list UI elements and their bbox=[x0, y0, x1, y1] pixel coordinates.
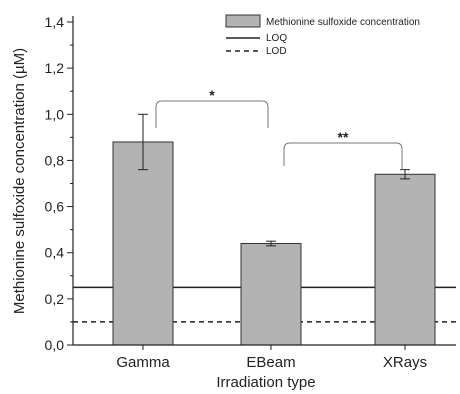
y-axis-title: Methionine sulfoxide concentration (µM) bbox=[11, 48, 28, 314]
significance-label-gamma-ebeam: * bbox=[209, 87, 215, 103]
significance-label-ebeam-xrays: ** bbox=[338, 129, 349, 145]
y-tick-label: 0,2 bbox=[45, 291, 65, 307]
y-tick-label: 0,8 bbox=[45, 152, 65, 168]
legend-swatch-series bbox=[225, 14, 261, 28]
y-tick-label: 1,4 bbox=[45, 14, 65, 30]
legend: Methionine sulfoxide concentration LOQ L… bbox=[225, 14, 420, 57]
y-tick-label: 0,4 bbox=[45, 245, 65, 261]
x-tick-label-xrays: XRays bbox=[383, 354, 427, 371]
legend-label-series: Methionine sulfoxide concentration bbox=[266, 17, 420, 28]
y-tick-label: 1,0 bbox=[45, 106, 65, 122]
legend-label-lod: LOD bbox=[266, 46, 287, 57]
y-tick-label: 0,0 bbox=[45, 337, 65, 353]
y-tick-label: 0,6 bbox=[45, 199, 65, 215]
bar-ebeam bbox=[240, 242, 302, 346]
x-axis-title: Irradiation type bbox=[216, 374, 315, 391]
x-tick-label-ebeam: EBeam bbox=[246, 354, 295, 371]
bar-gamma bbox=[112, 141, 174, 346]
bar-xrays bbox=[374, 173, 436, 346]
x-tick-label-gamma: Gamma bbox=[116, 354, 170, 371]
legend-label-loq: LOQ bbox=[266, 33, 287, 44]
significance-bracket-gamma-ebeam bbox=[155, 100, 269, 128]
plot-area: Gamma EBeam XRays***0,00,20,40,60,81,01,21… bbox=[45, 14, 456, 371]
y-tick-label: 1,2 bbox=[45, 60, 65, 76]
significance-bracket-ebeam-xrays bbox=[283, 142, 403, 170]
